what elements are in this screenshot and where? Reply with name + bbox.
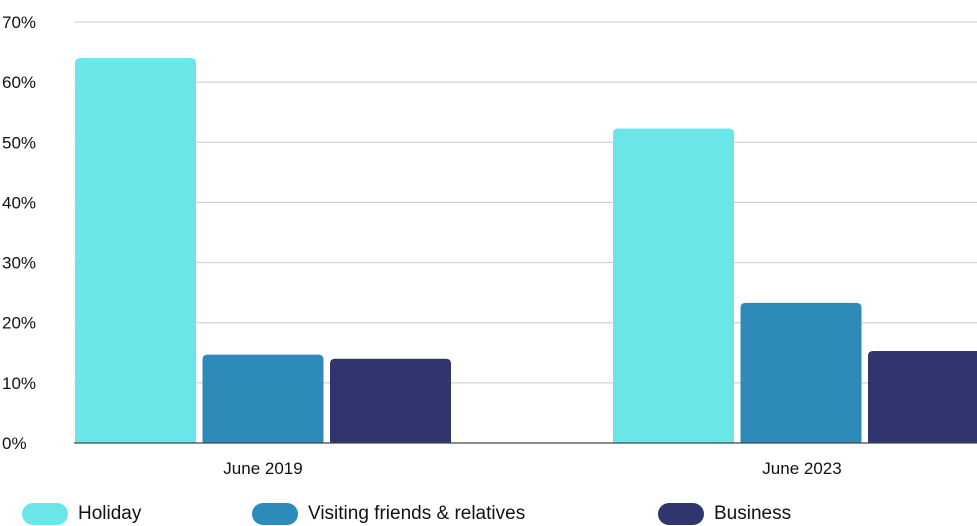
bar-business-2 — [868, 350, 977, 443]
y-tick-label: 30% — [2, 254, 36, 273]
y-tick-label: 40% — [2, 193, 36, 212]
y-tick-label: 20% — [2, 314, 36, 333]
y-tick-label: 10% — [2, 374, 36, 393]
bar-visiting-friends-relatives-2 — [740, 302, 862, 443]
bars — [75, 58, 977, 443]
x-tick-label: June 2019 — [223, 459, 302, 478]
legend-swatch-business — [658, 503, 704, 525]
y-tick-label: 0% — [2, 434, 27, 453]
bar-holiday-2 — [613, 128, 734, 443]
bar-visiting-friends-relatives-1 — [202, 354, 324, 443]
legend-label-business: Business — [714, 503, 792, 524]
legend-item-holiday: Holiday — [22, 503, 141, 525]
legend-item-visiting: Visiting friends & relatives — [252, 503, 525, 525]
legend-label-holiday: Holiday — [78, 503, 142, 524]
bar-business-1 — [330, 358, 451, 443]
legend-label-visiting: Visiting friends & relatives — [308, 503, 526, 524]
y-tick-label: 70% — [2, 13, 36, 32]
x-tick-label: June 2023 — [762, 459, 841, 478]
legend-swatch-visiting — [252, 503, 298, 525]
grid-lines — [74, 21, 977, 384]
bar-holiday-1 — [75, 58, 196, 443]
legend-swatch-holiday — [22, 503, 68, 525]
legend-item-business: Business — [658, 503, 791, 525]
y-tick-label: 50% — [2, 133, 36, 152]
legend: Holiday Visiting friends & relatives Bus… — [0, 500, 977, 526]
y-tick-label: 60% — [2, 73, 36, 92]
y-axis: 0% 10% 20% 30% 40% 50% 60% 70% — [2, 13, 36, 453]
x-axis: June 2019 June 2023 — [74, 442, 977, 478]
bar-chart: 0%10%20%30%40%50%60%70% June 2019 June 20… — [2, 13, 977, 478]
